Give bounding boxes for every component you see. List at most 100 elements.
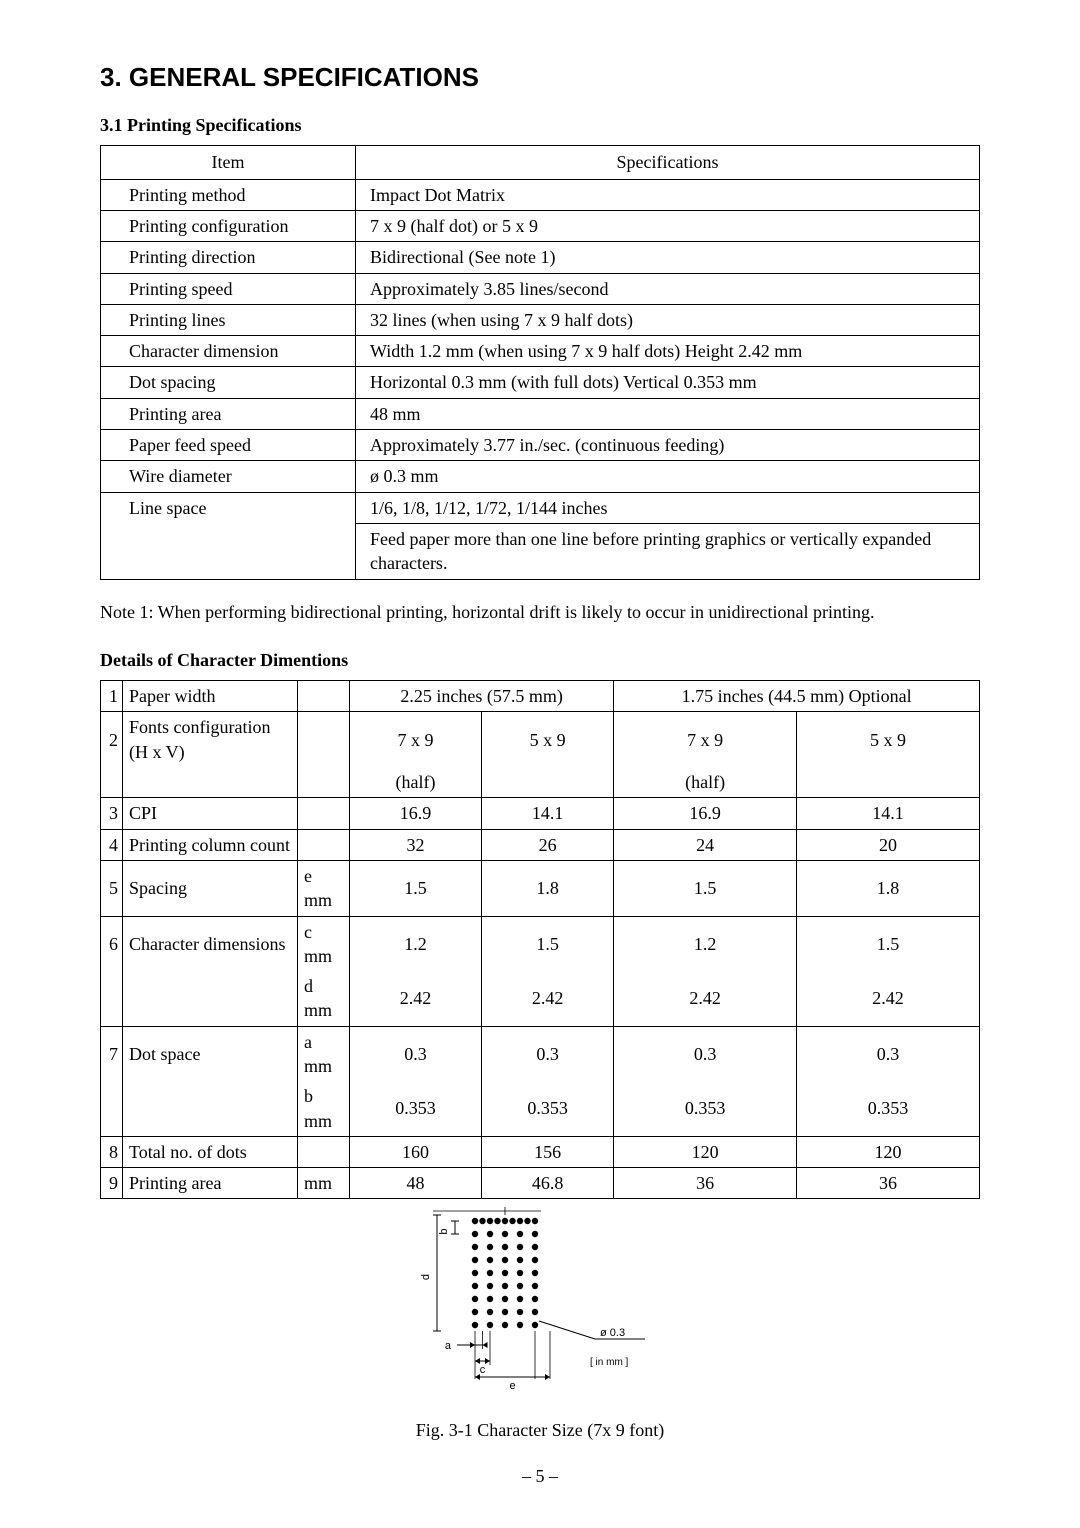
row-num: 7 <box>101 1026 123 1081</box>
table-row: 6 Character dimensions c mm 1.2 1.5 1.2 … <box>101 916 980 971</box>
cell: 36 <box>797 1168 980 1199</box>
cell: 0.353 <box>614 1081 797 1136</box>
row-unit <box>298 681 350 712</box>
cell: 7 x 9 <box>350 712 482 767</box>
svg-text:a: a <box>445 1340 452 1352</box>
table-row: Printing directionBidirectional (See not… <box>101 242 980 273</box>
row-label <box>123 767 298 798</box>
section-title: 3.1 Printing Specifications <box>100 113 980 137</box>
table-row: d mm 2.42 2.42 2.42 2.42 <box>101 971 980 1026</box>
row-label: Fonts configuration (H x V) <box>123 712 298 767</box>
cell: 1.75 inches (44.5 mm) Optional <box>614 681 980 712</box>
cell: 1.8 <box>482 860 614 916</box>
spec-item: Wire diameter <box>101 461 356 492</box>
row-unit: mm <box>298 1168 350 1199</box>
cell: 1.5 <box>350 860 482 916</box>
cell: 14.1 <box>797 798 980 829</box>
cell: 2.42 <box>614 971 797 1026</box>
row-label: Character dimensions <box>123 916 298 971</box>
row-label: Paper width <box>123 681 298 712</box>
cell: 2.25 inches (57.5 mm) <box>350 681 614 712</box>
spec-value: 48 mm <box>356 398 980 429</box>
cell: 0.3 <box>350 1026 482 1081</box>
page-number: – 5 – <box>100 1464 980 1488</box>
spec-item: Printing speed <box>101 273 356 304</box>
cell: 156 <box>482 1136 614 1167</box>
dimension-table: 1 Paper width 2.25 inches (57.5 mm) 1.75… <box>100 680 980 1199</box>
spec-table: Item Specifications Printing methodImpac… <box>100 145 980 579</box>
row-num <box>101 767 123 798</box>
cell: 1.2 <box>350 916 482 971</box>
spec-item: Printing configuration <box>101 210 356 241</box>
row-label: CPI <box>123 798 298 829</box>
cell: 48 <box>350 1168 482 1199</box>
row-unit: e mm <box>298 860 350 916</box>
row-num: 4 <box>101 829 123 860</box>
row-unit <box>298 767 350 798</box>
cell: 46.8 <box>482 1168 614 1199</box>
row-unit <box>298 829 350 860</box>
spec-item: Dot spacing <box>101 367 356 398</box>
cell: 2.42 <box>482 971 614 1026</box>
svg-text:ø 0.3: ø 0.3 <box>600 1327 625 1339</box>
table-row: (half) (half) <box>101 767 980 798</box>
cell: 5 x 9 <box>482 712 614 767</box>
spec-value: Feed paper more than one line before pri… <box>356 523 980 579</box>
row-num <box>101 971 123 1026</box>
row-num: 1 <box>101 681 123 712</box>
spec-item <box>101 523 356 579</box>
spec-value: Horizontal 0.3 mm (with full dots) Verti… <box>356 367 980 398</box>
table-row: 2 Fonts configuration (H x V) 7 x 9 5 x … <box>101 712 980 767</box>
dim-heading: Details of Character Dimentions <box>100 648 980 672</box>
cell: 1.5 <box>614 860 797 916</box>
svg-text:b: b <box>438 1229 450 1235</box>
page-title: 3. GENERAL SPECIFICATIONS <box>100 60 980 95</box>
cell: 2.42 <box>797 971 980 1026</box>
row-unit: d mm <box>298 971 350 1026</box>
row-label: Total no. of dots <box>123 1136 298 1167</box>
row-num <box>101 1081 123 1136</box>
cell: 160 <box>350 1136 482 1167</box>
table-row: 3 CPI 16.9 14.1 16.9 14.1 <box>101 798 980 829</box>
cell: 120 <box>614 1136 797 1167</box>
table-row: 9 Printing area mm 48 46.8 36 36 <box>101 1168 980 1199</box>
cell <box>797 767 980 798</box>
spec-item: Printing area <box>101 398 356 429</box>
figure-wrap: dbaceø 0.3[ in mm ] <box>100 1207 980 1413</box>
row-label <box>123 971 298 1026</box>
table-row: Printing area48 mm <box>101 398 980 429</box>
row-num: 9 <box>101 1168 123 1199</box>
cell: 2.42 <box>350 971 482 1026</box>
table-row: Wire diameterø 0.3 mm <box>101 461 980 492</box>
character-dot-diagram: dbaceø 0.3[ in mm ] <box>375 1207 705 1407</box>
cell: 0.3 <box>482 1026 614 1081</box>
cell: 14.1 <box>482 798 614 829</box>
table-row: Dot spacingHorizontal 0.3 mm (with full … <box>101 367 980 398</box>
svg-text:d: d <box>420 1274 432 1280</box>
cell: (half) <box>614 767 797 798</box>
cell: 0.3 <box>614 1026 797 1081</box>
cell: 1.2 <box>614 916 797 971</box>
cell: 1.5 <box>482 916 614 971</box>
spec-value: Approximately 3.77 in./sec. (continuous … <box>356 430 980 461</box>
row-unit: a mm <box>298 1026 350 1081</box>
cell: 16.9 <box>350 798 482 829</box>
table-row: Paper feed speedApproximately 3.77 in./s… <box>101 430 980 461</box>
table-row: 5 Spacing e mm 1.5 1.8 1.5 1.8 <box>101 860 980 916</box>
cell: (half) <box>350 767 482 798</box>
cell: 0.3 <box>797 1026 980 1081</box>
spec-value: 1/6, 1/8, 1/12, 1/72, 1/144 inches <box>356 492 980 523</box>
spec-item: Character dimension <box>101 336 356 367</box>
spec-value: ø 0.3 mm <box>356 461 980 492</box>
table-row: Line space1/6, 1/8, 1/12, 1/72, 1/144 in… <box>101 492 980 523</box>
row-label: Printing area <box>123 1168 298 1199</box>
table-row: 1 Paper width 2.25 inches (57.5 mm) 1.75… <box>101 681 980 712</box>
spec-value: Bidirectional (See note 1) <box>356 242 980 273</box>
note-1: Note 1: When performing bidirectional pr… <box>100 600 980 624</box>
spec-value: Width 1.2 mm (when using 7 x 9 half dots… <box>356 336 980 367</box>
row-label: Printing column count <box>123 829 298 860</box>
table-row: Printing lines32 lines (when using 7 x 9… <box>101 304 980 335</box>
spec-value: Approximately 3.85 lines/second <box>356 273 980 304</box>
spec-item: Printing lines <box>101 304 356 335</box>
spec-item: Printing method <box>101 179 356 210</box>
